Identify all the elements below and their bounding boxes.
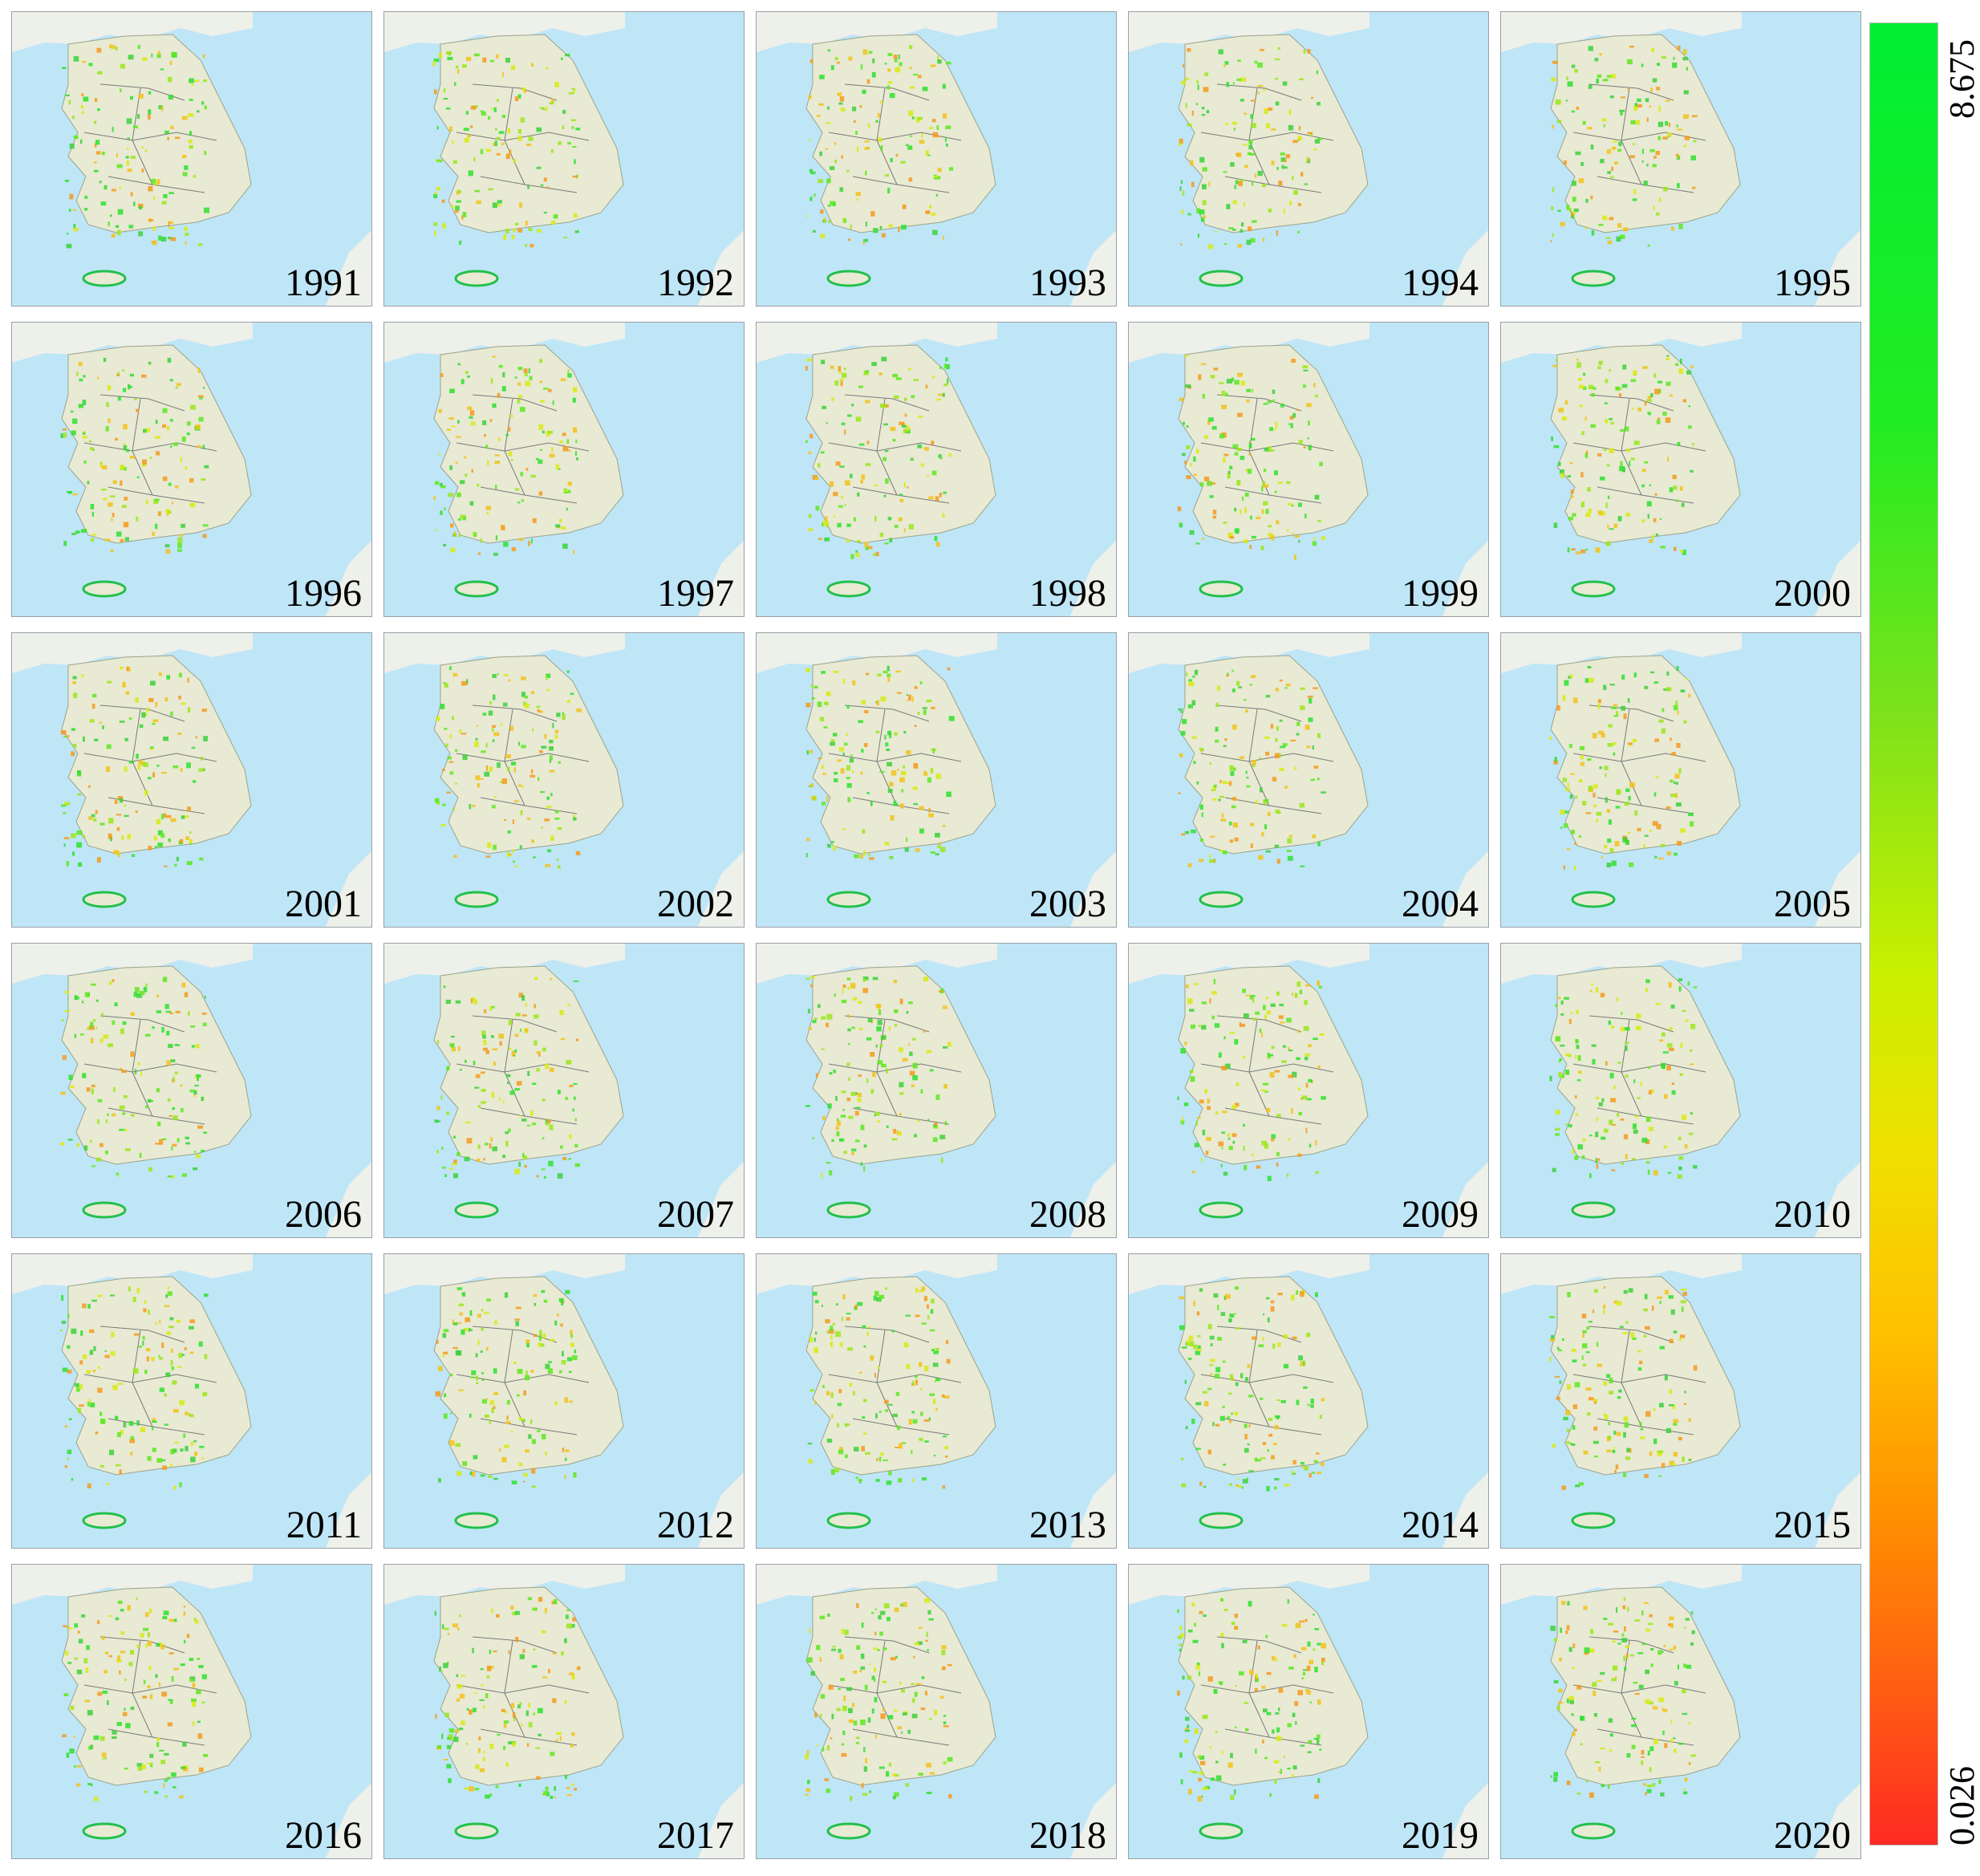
year-label: 1997 [657, 572, 734, 615]
map-panel-2003: 2003 [756, 632, 1117, 928]
korea-map [757, 633, 1116, 927]
map-panel-1995: 1995 [1500, 11, 1861, 307]
map-panel-2020: 2020 [1500, 1564, 1861, 1859]
map-panel-2011: 2011 [11, 1253, 372, 1549]
map-panel-2002: 2002 [383, 632, 745, 928]
year-label: 2005 [1774, 883, 1851, 925]
map-panel-2001: 2001 [11, 632, 372, 928]
map-panel-1991: 1991 [11, 11, 372, 307]
korea-map [757, 1565, 1116, 1858]
korea-map [384, 633, 744, 927]
korea-map [384, 1565, 744, 1858]
year-label: 2008 [1029, 1193, 1106, 1236]
year-label: 2000 [1774, 572, 1851, 615]
year-label: 2003 [1029, 883, 1106, 925]
map-panel-2000: 2000 [1500, 322, 1861, 617]
korea-map [1501, 1565, 1860, 1858]
korea-map [1501, 1254, 1860, 1548]
map-panel-2005: 2005 [1500, 632, 1861, 928]
year-label: 1991 [285, 262, 362, 304]
year-label: 2006 [285, 1193, 362, 1236]
map-panel-2017: 2017 [383, 1564, 745, 1859]
map-panel-2016: 2016 [11, 1564, 372, 1859]
korea-map [757, 1254, 1116, 1548]
year-label: 2018 [1029, 1814, 1106, 1857]
year-label: 1996 [285, 572, 362, 615]
year-label: 2020 [1774, 1814, 1851, 1857]
korea-map [12, 323, 371, 616]
map-panel-1998: 1998 [756, 322, 1117, 617]
korea-map [757, 12, 1116, 306]
korea-map [1129, 944, 1488, 1237]
korea-map [1129, 1254, 1488, 1548]
korea-map [1501, 323, 1860, 616]
year-label: 2004 [1402, 883, 1479, 925]
colorbar [1869, 22, 1938, 1846]
map-panel-1994: 1994 [1128, 11, 1489, 307]
map-panel-1999: 1999 [1128, 322, 1489, 617]
year-label: 2007 [657, 1193, 734, 1236]
year-label: 1995 [1774, 262, 1851, 304]
year-label: 2009 [1402, 1193, 1479, 1236]
map-panel-2015: 2015 [1500, 1253, 1861, 1549]
year-label: 2017 [657, 1814, 734, 1857]
korea-map [1129, 1565, 1488, 1858]
korea-map [1501, 944, 1860, 1237]
map-grid: 1991 1992 [11, 11, 1861, 1859]
korea-map [384, 944, 744, 1237]
map-panel-2012: 2012 [383, 1253, 745, 1549]
map-panel-2009: 2009 [1128, 943, 1489, 1238]
year-label: 2015 [1774, 1504, 1851, 1546]
korea-map [1129, 323, 1488, 616]
korea-map [12, 633, 371, 927]
year-label: 2013 [1029, 1504, 1106, 1546]
map-panel-2018: 2018 [756, 1564, 1117, 1859]
map-panel-2019: 2019 [1128, 1564, 1489, 1859]
map-panel-2014: 2014 [1128, 1253, 1489, 1549]
year-label: 2019 [1402, 1814, 1479, 1857]
year-label: 1994 [1402, 262, 1479, 304]
year-label: 2002 [657, 883, 734, 925]
korea-map [757, 944, 1116, 1237]
year-label: 2014 [1402, 1504, 1479, 1546]
map-panel-2004: 2004 [1128, 632, 1489, 928]
korea-map [12, 1565, 371, 1858]
year-label: 1999 [1402, 572, 1479, 615]
year-label: 2012 [657, 1504, 734, 1546]
map-panel-2006: 2006 [11, 943, 372, 1238]
year-label: 1998 [1029, 572, 1106, 615]
korea-map [1501, 633, 1860, 927]
year-label: 2001 [285, 883, 362, 925]
year-label: 1993 [1029, 262, 1106, 304]
map-panel-2007: 2007 [383, 943, 745, 1238]
map-panel-2013: 2013 [756, 1253, 1117, 1549]
map-panel-1993: 1993 [756, 11, 1117, 307]
korea-map [12, 944, 371, 1237]
map-panel-2008: 2008 [756, 943, 1117, 1238]
map-panel-1996: 1996 [11, 322, 372, 617]
korea-map [1129, 633, 1488, 927]
korea-map [12, 1254, 371, 1548]
map-panel-1992: 1992 [383, 11, 745, 307]
map-panel-2010: 2010 [1500, 943, 1861, 1238]
year-label: 2016 [285, 1814, 362, 1857]
korea-map [1129, 12, 1488, 306]
year-label: 1992 [657, 262, 734, 304]
colorbar-max-label: 8.675 [1942, 39, 1980, 119]
korea-map [384, 323, 744, 616]
colorbar-min-label: 0.026 [1942, 1766, 1980, 1846]
map-panel-1997: 1997 [383, 322, 745, 617]
korea-map [384, 1254, 744, 1548]
year-label: 2011 [286, 1504, 362, 1546]
year-label: 2010 [1774, 1193, 1851, 1236]
korea-map [384, 12, 744, 306]
korea-map [12, 12, 371, 306]
korea-map [757, 323, 1116, 616]
korea-map [1501, 12, 1860, 306]
